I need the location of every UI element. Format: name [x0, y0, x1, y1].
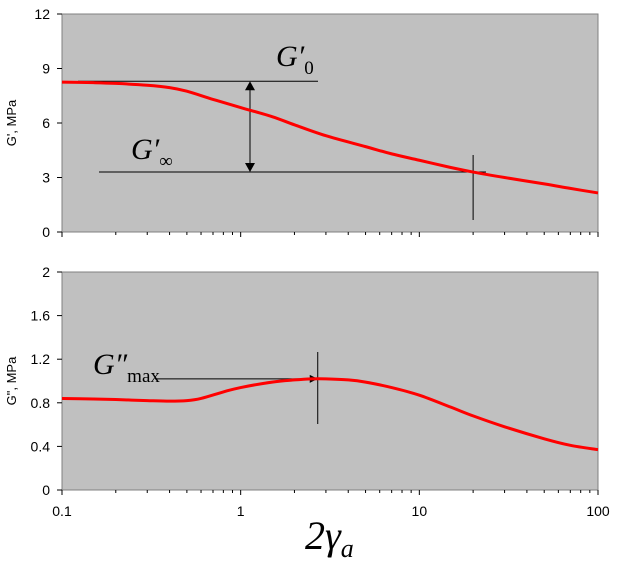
top-y-tick-label: 9 — [42, 61, 50, 77]
delta-arrow-up-head — [245, 81, 255, 91]
top-y-tick-label: 6 — [42, 115, 50, 131]
bottom-x-tick-label: 0.1 — [52, 503, 72, 519]
bottom-x-tick-label: 1 — [237, 503, 245, 519]
g0-label: G′0 — [276, 40, 314, 79]
top-y-tick-label: 12 — [34, 6, 50, 22]
ginf-label: G′∞ — [131, 133, 173, 172]
bottom-y-tick-label: 1.2 — [31, 351, 51, 367]
bottom-y-tick-label: 0.4 — [31, 438, 51, 454]
bottom-y-tick-label: 0 — [42, 482, 50, 498]
bottom-y-tick-label: 2 — [42, 264, 50, 280]
bottom-x-tick-label: 10 — [412, 503, 428, 519]
bottom-series-line — [61, 377, 599, 452]
delta-arrow-down-head — [245, 163, 255, 173]
top-y-tick-label: 3 — [42, 170, 50, 186]
gmax-label: G″max — [93, 348, 160, 387]
x-axis-title: 2γa — [305, 513, 354, 563]
bottom-plot-area — [61, 271, 599, 491]
bottom-y-tick-label: 1.6 — [31, 308, 51, 324]
top-y-axis-title: G', MPa — [4, 99, 19, 146]
top-panel: 0 3 6 9 12 G', MPa G′0 G′∞ — [4, 6, 599, 240]
bottom-x-tick-label: 100 — [586, 503, 610, 519]
top-series-line — [61, 80, 599, 195]
bottom-y-tick-label: 0.8 — [31, 395, 51, 411]
bottom-y-axis-title: G", MPa — [4, 356, 19, 405]
bottom-panel: 0 0.4 0.8 1.2 1.6 2 0.1 1 10 100 G", MPa G″max — [4, 264, 610, 519]
top-plot-area — [61, 13, 599, 233]
top-y-tick-label: 0 — [42, 224, 50, 240]
